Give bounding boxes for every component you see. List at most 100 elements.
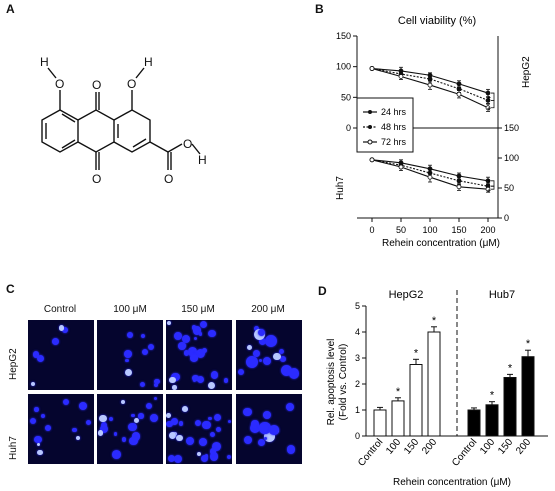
nucleus	[58, 325, 65, 331]
nucleus	[265, 334, 278, 347]
nucleus	[198, 331, 203, 336]
nucleus	[124, 349, 132, 358]
nucleus	[150, 414, 158, 423]
chart-d-significance: *	[508, 362, 513, 374]
chart-d-bar	[521, 356, 535, 437]
panel-label-c: C	[6, 282, 15, 296]
nucleus	[173, 454, 183, 464]
chart-b-x-tick-label: 200	[480, 225, 495, 235]
nucleus	[167, 454, 175, 462]
nucleus	[263, 437, 267, 441]
chart-b-left-tick-label: 50	[341, 92, 351, 102]
nucleus	[286, 402, 295, 411]
nucleus	[153, 383, 158, 388]
nucleus	[178, 421, 184, 426]
chart-b-x-tick-label: 100	[422, 225, 437, 235]
nucleus	[262, 356, 272, 366]
nucleus	[214, 413, 222, 421]
atom-o-carbonyl: O	[164, 172, 173, 186]
chart-b-x-tick-label: 150	[451, 225, 466, 235]
nucleus	[30, 418, 37, 425]
nucleus	[190, 354, 198, 362]
micro-image-huh7-2	[166, 394, 232, 464]
nucleus	[212, 442, 222, 451]
chart-b-series-line	[371, 67, 489, 101]
chart-d-significance: *	[396, 386, 401, 398]
atom-o-left: O	[55, 77, 64, 91]
nucleus	[130, 413, 135, 418]
nucleus	[85, 419, 92, 426]
nucleus	[204, 454, 208, 458]
chart-d-bar	[427, 331, 441, 437]
chart-d-xlabel: Rehein concentration (μM)	[393, 477, 511, 488]
nucleus	[168, 431, 176, 439]
nucleus	[247, 344, 253, 351]
nucleus	[197, 451, 202, 456]
micro-image-hepg2-0	[28, 320, 94, 390]
nucleus	[264, 430, 276, 442]
nucleus	[127, 332, 134, 339]
nucleus	[263, 411, 271, 419]
chart-b-left-tick-label: 150	[336, 31, 351, 41]
nucleus	[269, 425, 279, 435]
atom-o-top: O	[92, 78, 101, 92]
chart-d-significance: *	[414, 347, 419, 359]
nucleus	[124, 368, 133, 376]
chart-d-category-label: 200	[514, 437, 533, 457]
nucleus	[286, 445, 296, 454]
chart-d-significance: *	[526, 338, 531, 350]
micro-image-hepg2-2	[166, 320, 232, 390]
chart-b-right-tick-label: 150	[504, 123, 519, 133]
nucleus	[61, 327, 68, 334]
nucleus	[210, 452, 219, 461]
nucleus	[209, 448, 217, 455]
chart-d-category-label: 100	[384, 437, 403, 457]
panel-label-d: D	[318, 284, 327, 298]
nucleus	[183, 350, 190, 356]
nucleus	[100, 421, 108, 428]
nucleus	[201, 454, 209, 462]
nucleus	[125, 358, 130, 363]
chart-d-y-tick-label: 3	[355, 353, 360, 363]
micro-col-200: 200 μM	[251, 304, 285, 315]
nucleus	[134, 417, 140, 423]
nucleus	[99, 414, 107, 422]
chart-d-category-label: 200	[420, 437, 439, 457]
nucleus	[141, 349, 149, 356]
micro-row-huh7: Huh7	[8, 436, 19, 460]
chart-b-cell-hepg2: HepG2	[521, 56, 532, 88]
chart-d-bar	[373, 409, 387, 437]
nucleus	[253, 350, 261, 357]
nucleus	[208, 416, 212, 421]
cell-viability-chart: Cell viability (%) 150 100 50 0 150 100 50 0 0 50…	[335, 15, 532, 249]
nucleus	[172, 385, 177, 390]
chart-b-point	[456, 86, 462, 92]
nucleus	[34, 407, 39, 412]
nucleus	[208, 382, 216, 390]
chart-b-point	[369, 66, 375, 71]
nucleus	[192, 374, 199, 381]
legend-24hrs: 24 hrs	[381, 107, 407, 117]
nucleus	[257, 328, 265, 337]
nucleus	[288, 368, 299, 379]
nucleus	[188, 351, 194, 357]
nucleus	[41, 414, 45, 418]
micro-image-huh7-0	[28, 394, 94, 464]
nucleus	[202, 347, 208, 353]
nucleus	[32, 351, 40, 359]
chart-d-y-tick-label: 0	[355, 431, 360, 441]
chart-d-y-tick-label: 4	[355, 327, 360, 337]
nucleus	[199, 437, 208, 446]
nucleus	[176, 434, 183, 441]
nucleus	[112, 450, 122, 459]
nucleus	[200, 320, 208, 328]
chart-d-bar	[391, 400, 405, 437]
nucleus	[192, 326, 202, 335]
nucleus	[258, 359, 262, 363]
nucleus	[120, 400, 126, 405]
atom-h-left: H	[40, 55, 49, 69]
chart-d-category-label: 150	[496, 437, 515, 457]
nucleus	[140, 333, 146, 339]
chart-b-sig-2: *	[487, 106, 491, 117]
chart-d-category-label: Control	[356, 437, 385, 469]
